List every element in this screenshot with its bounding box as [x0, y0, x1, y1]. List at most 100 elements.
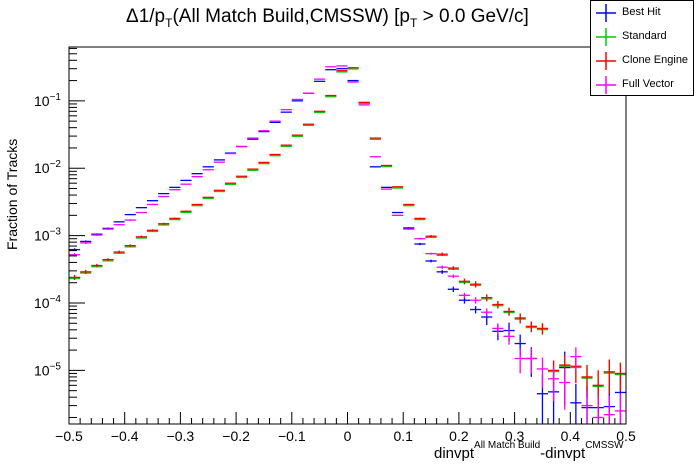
- data-point: [603, 359, 615, 394]
- data-point: [102, 258, 114, 262]
- data-point: [492, 323, 504, 335]
- y-tick-label: 10−3: [34, 227, 61, 244]
- x-axis-label: dinvptAll Match Build-dinvptCMSSW: [434, 440, 624, 462]
- legend-label: Clone Engine: [622, 54, 689, 66]
- data-point: [514, 348, 526, 374]
- data-point: [470, 297, 482, 304]
- xlabel-a-sup: All Match Build: [474, 440, 541, 451]
- title-end: > 0.0 GeV/c]: [417, 6, 529, 27]
- axes: −0.5 −0.4 −0.3 −0.2 −0.1 0 0.1 0.2 0.3 0.4 0.5 10−1…: [34, 46, 636, 444]
- y-tick-label: 10−4: [34, 294, 61, 311]
- data-point: [581, 390, 593, 424]
- x-tick-label: −0.1: [278, 428, 306, 444]
- data-point: [447, 286, 459, 293]
- data-point: [436, 269, 448, 274]
- data-marks: [69, 65, 626, 424]
- data-point: [146, 229, 159, 232]
- title-sub1: T: [165, 15, 173, 30]
- y-axis-label: Fraction of Tracks: [4, 138, 20, 250]
- x-tick-label: −0.3: [167, 428, 195, 444]
- x-tick-label: −0.4: [111, 428, 139, 444]
- title-delta: Δ1/p: [126, 6, 166, 27]
- data-point: [525, 348, 537, 374]
- data-point: [492, 301, 504, 309]
- legend-label: Full Vector: [622, 78, 674, 90]
- data-point: [124, 244, 136, 247]
- data-point: [113, 223, 125, 226]
- data-point: [135, 235, 147, 239]
- data-point: [470, 306, 482, 314]
- x-tick-label: 0.5: [616, 428, 636, 444]
- legend-item-full-vector: Full Vector: [591, 73, 695, 97]
- x-tick-label: 0.4: [561, 428, 581, 444]
- data-point: [570, 347, 582, 371]
- data-point: [447, 266, 459, 270]
- data-point: [403, 228, 415, 231]
- data-point: [458, 278, 471, 285]
- legend-marker-best-hit: [596, 4, 616, 22]
- xlabel-a: dinvpt: [434, 445, 475, 462]
- title-mid: (All Match Build,CMSSW) [p: [172, 6, 410, 27]
- data-point: [414, 242, 426, 246]
- data-point: [458, 292, 471, 299]
- data-point: [80, 241, 92, 245]
- data-point: [113, 250, 125, 254]
- legend-marker-full-vector: [596, 76, 616, 94]
- data-point: [414, 217, 426, 220]
- data-point: [548, 366, 560, 402]
- data-point: [91, 263, 103, 268]
- data-point: [102, 228, 114, 231]
- data-point: [425, 235, 437, 238]
- data-point: [180, 210, 192, 213]
- data-point: [536, 357, 549, 388]
- data-point: [414, 237, 426, 240]
- data-point: [603, 395, 615, 424]
- data-point: [158, 222, 170, 225]
- x-tick-label: 0.2: [449, 428, 469, 444]
- y-tick-label: 10−5: [34, 361, 61, 378]
- x-tick-label: −0.2: [222, 428, 250, 444]
- data-point: [481, 308, 493, 317]
- x-tick-label: −0.5: [55, 428, 83, 444]
- data-point: [592, 397, 604, 424]
- data-point: [470, 281, 482, 288]
- legend: Best Hit Standard Clone Engine Full Vect…: [590, 0, 694, 96]
- data-point: [425, 252, 437, 255]
- legend-marker-standard: [596, 28, 616, 46]
- y-tick-label: 10−1: [34, 92, 61, 109]
- data-point: [481, 294, 493, 302]
- x-tick-label: 0.1: [393, 428, 413, 444]
- data-point: [91, 234, 103, 236]
- data-point: [536, 323, 549, 335]
- data-point: [447, 274, 459, 278]
- x-tick-label: 0.3: [505, 428, 525, 444]
- data-point: [436, 265, 448, 269]
- data-point: [559, 368, 571, 410]
- title-sub2: T: [410, 15, 418, 30]
- series-full-vector: [69, 65, 626, 424]
- x-tick-label: 0: [344, 428, 352, 444]
- data-point: [69, 275, 81, 280]
- data-point: [503, 307, 515, 316]
- data-point: [614, 362, 626, 391]
- data-point: [614, 393, 626, 424]
- data-point: [525, 321, 537, 333]
- data-point: [503, 329, 515, 345]
- data-point: [570, 383, 582, 424]
- legend-label: Best Hit: [622, 6, 661, 18]
- legend-marker-clone-engine: [596, 52, 616, 70]
- data-point: [458, 297, 471, 304]
- data-point: [514, 313, 526, 324]
- legend-item-clone-engine: Clone Engine: [591, 49, 695, 73]
- y-tick-label: 10−2: [34, 159, 61, 176]
- legend-item-standard: Standard: [591, 25, 695, 49]
- data-point: [169, 217, 181, 220]
- xlabel-b-sup: CMSSW: [585, 440, 624, 451]
- legend-label: Standard: [622, 30, 667, 42]
- data-point: [425, 259, 437, 263]
- xlabel-b: -dinvpt: [540, 445, 586, 462]
- data-point: [436, 252, 448, 256]
- legend-item-best-hit: Best Hit: [591, 1, 695, 25]
- data-point: [124, 219, 136, 221]
